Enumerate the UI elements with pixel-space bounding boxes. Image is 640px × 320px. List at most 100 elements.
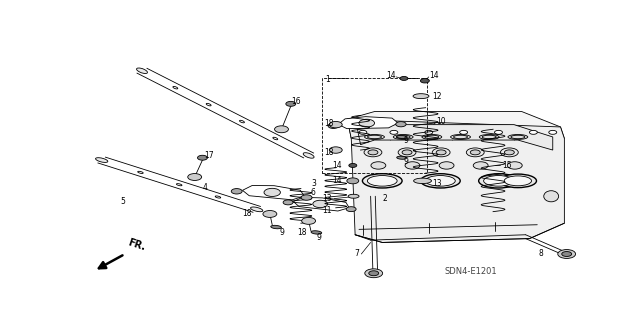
Circle shape: [349, 164, 356, 167]
Ellipse shape: [544, 191, 559, 202]
Circle shape: [508, 162, 522, 169]
Ellipse shape: [239, 120, 244, 123]
Text: 10: 10: [436, 117, 446, 126]
Circle shape: [529, 130, 538, 134]
Text: 3: 3: [311, 179, 316, 188]
Ellipse shape: [177, 184, 182, 186]
Polygon shape: [293, 197, 349, 211]
Circle shape: [400, 76, 408, 80]
Text: 13: 13: [323, 194, 332, 203]
Ellipse shape: [499, 174, 536, 188]
Circle shape: [328, 123, 339, 128]
Polygon shape: [243, 186, 304, 200]
Text: 18: 18: [324, 119, 333, 128]
Circle shape: [396, 122, 406, 127]
Text: 9: 9: [404, 157, 409, 166]
Text: 9: 9: [404, 136, 409, 145]
Text: 7: 7: [354, 250, 359, 259]
Circle shape: [548, 130, 557, 134]
Circle shape: [198, 155, 207, 160]
Text: 4: 4: [203, 182, 208, 191]
Circle shape: [313, 200, 328, 208]
Text: 9: 9: [316, 233, 321, 242]
Circle shape: [330, 147, 342, 153]
Circle shape: [562, 252, 572, 256]
Text: 6: 6: [311, 188, 316, 197]
Circle shape: [368, 150, 378, 155]
Ellipse shape: [420, 174, 460, 188]
Ellipse shape: [365, 134, 385, 140]
Text: SDN4-E1201: SDN4-E1201: [444, 267, 497, 276]
Ellipse shape: [273, 137, 278, 140]
Circle shape: [364, 148, 382, 157]
Circle shape: [460, 130, 468, 134]
Text: 15: 15: [502, 161, 512, 170]
Text: 18: 18: [297, 228, 307, 237]
Circle shape: [283, 200, 293, 205]
Ellipse shape: [484, 176, 513, 186]
Circle shape: [263, 211, 277, 217]
Text: 8: 8: [539, 250, 543, 259]
Text: 18: 18: [243, 210, 252, 219]
Text: 14: 14: [387, 71, 396, 80]
Circle shape: [365, 269, 383, 278]
Circle shape: [398, 148, 416, 157]
Text: 18: 18: [324, 148, 333, 157]
Ellipse shape: [271, 225, 282, 229]
Text: 9: 9: [279, 228, 284, 237]
Ellipse shape: [311, 231, 322, 234]
Circle shape: [371, 162, 386, 169]
Circle shape: [405, 162, 420, 169]
Ellipse shape: [451, 134, 470, 140]
Circle shape: [425, 130, 433, 134]
Ellipse shape: [136, 68, 147, 74]
Circle shape: [275, 126, 289, 133]
Circle shape: [286, 101, 296, 106]
Ellipse shape: [479, 134, 499, 140]
Text: 16: 16: [291, 97, 300, 106]
Text: 12: 12: [433, 92, 442, 101]
Text: 1: 1: [326, 75, 330, 84]
Ellipse shape: [413, 94, 429, 99]
Ellipse shape: [250, 207, 263, 212]
Polygon shape: [348, 112, 564, 139]
Circle shape: [359, 119, 374, 127]
Circle shape: [301, 218, 316, 224]
Circle shape: [231, 188, 242, 194]
Circle shape: [402, 150, 412, 155]
Ellipse shape: [138, 171, 143, 173]
Bar: [322, 78, 428, 173]
Circle shape: [346, 207, 356, 212]
Ellipse shape: [215, 196, 221, 198]
Ellipse shape: [367, 176, 397, 186]
Text: 5: 5: [120, 197, 125, 206]
Ellipse shape: [413, 178, 431, 184]
Ellipse shape: [422, 134, 442, 140]
Circle shape: [558, 250, 575, 259]
Text: 2: 2: [382, 194, 387, 203]
Circle shape: [390, 130, 398, 134]
Polygon shape: [348, 119, 564, 243]
Ellipse shape: [393, 134, 413, 140]
Circle shape: [264, 188, 280, 196]
Text: 17: 17: [204, 151, 214, 160]
Text: FR.: FR.: [127, 237, 147, 252]
Circle shape: [301, 195, 312, 200]
Ellipse shape: [397, 135, 406, 139]
Circle shape: [359, 130, 367, 134]
Circle shape: [188, 173, 202, 180]
Circle shape: [467, 148, 484, 157]
Circle shape: [369, 271, 379, 276]
Ellipse shape: [206, 103, 211, 106]
Text: 14: 14: [429, 71, 438, 80]
Polygon shape: [358, 124, 553, 150]
Circle shape: [439, 162, 454, 169]
Text: 13: 13: [433, 179, 442, 188]
Text: 14: 14: [332, 176, 342, 185]
Circle shape: [436, 150, 446, 155]
Ellipse shape: [479, 174, 518, 188]
Ellipse shape: [362, 174, 402, 188]
Ellipse shape: [397, 156, 406, 159]
Circle shape: [500, 148, 518, 157]
Circle shape: [504, 150, 515, 155]
